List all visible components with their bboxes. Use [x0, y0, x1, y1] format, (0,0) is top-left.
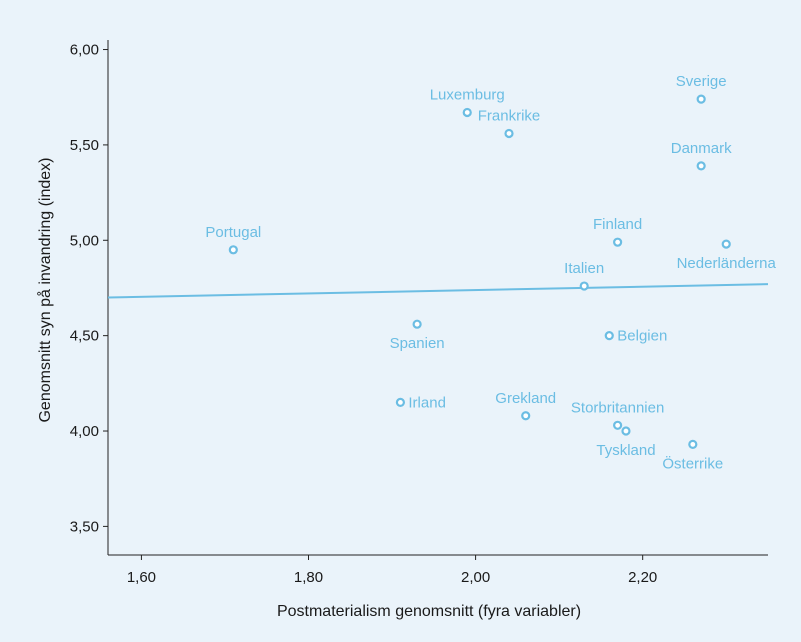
point-label: Belgien	[617, 328, 667, 345]
axes: 3,50 4,00 4,50 5,00 5,50 6,00 1,60 1,80 2,00 2,20	[70, 40, 768, 586]
data-point	[579, 281, 589, 291]
data-point	[228, 245, 238, 255]
y-tick-label: 6,00	[70, 42, 99, 59]
point-label: Grekland	[495, 390, 556, 407]
x-axis-title: Postmaterialism genomsnitt (fyra variabl…	[277, 603, 581, 620]
point-label: Irland	[408, 394, 446, 411]
data-point	[412, 319, 422, 329]
point-label: Nederländerna	[677, 255, 777, 272]
trend-line	[107, 283, 769, 299]
data-point	[688, 439, 698, 449]
point-label: Luxemburg	[430, 86, 505, 103]
data-point	[613, 237, 623, 247]
point-label: Österrike	[662, 454, 723, 472]
data-point	[621, 426, 631, 436]
point-label: Tyskland	[596, 442, 655, 459]
point-label: Sverige	[676, 73, 727, 90]
x-tick-label: 2,20	[628, 569, 657, 586]
data-point	[613, 420, 623, 430]
data-point	[462, 107, 472, 118]
y-tick-label: 5,00	[70, 232, 99, 249]
data-point	[504, 128, 514, 139]
y-tick-label: 3,50	[70, 518, 99, 535]
y-axis-title: Genomsnitt syn på invandring (index)	[36, 157, 54, 422]
x-tick-label: 1,80	[294, 569, 323, 586]
point-label: Spanien	[390, 335, 445, 352]
point-label: Storbritannien	[571, 399, 664, 416]
point-label: Danmark	[671, 140, 732, 157]
y-tick-label: 4,50	[70, 328, 99, 345]
x-tick-label: 1,60	[127, 569, 156, 586]
data-point	[696, 94, 706, 104]
data-point	[521, 411, 531, 421]
point-label: Italien	[564, 260, 604, 277]
data-points: Portugal Luxemburg Frankrike Sverige Danmark…	[205, 73, 776, 472]
point-label: Finland	[593, 216, 642, 233]
data-point	[395, 397, 406, 408]
point-label: Frankrike	[478, 107, 541, 124]
point-label: Portugal	[205, 224, 261, 241]
data-point	[696, 161, 706, 171]
data-point	[604, 331, 614, 341]
x-tick-label: 2,00	[461, 569, 490, 586]
y-tick-label: 4,00	[70, 423, 99, 440]
y-tick-label: 5,50	[70, 137, 99, 154]
data-point	[721, 239, 731, 249]
